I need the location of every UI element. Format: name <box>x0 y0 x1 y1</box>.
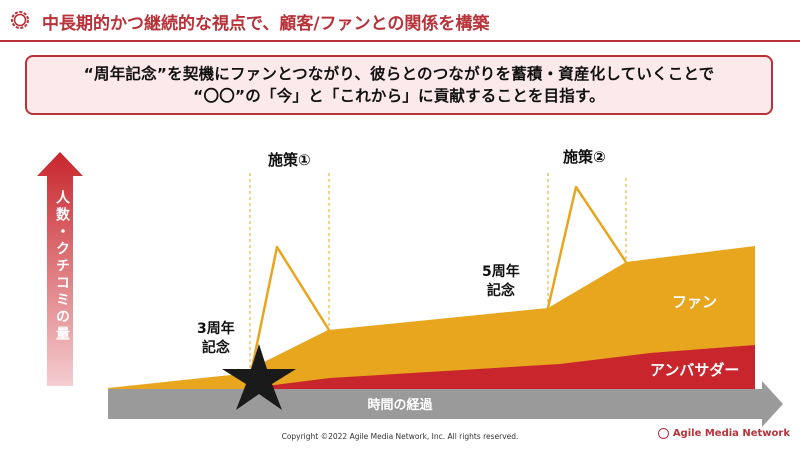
mission-callout: “周年記念”を契機にファンとつながり、彼らとのつながりを蓄積・資産化していくこと… <box>25 55 773 115</box>
anniversary5-label: 5周年 記念 <box>482 264 520 299</box>
brand-name: Agile Media Network <box>672 428 790 439</box>
ambassador-area <box>250 345 755 390</box>
measure1-spike <box>248 245 331 379</box>
anniversary3-label: 3周年 記念 <box>197 321 235 356</box>
y-axis-arrow <box>37 152 83 386</box>
copyright-text: Copyright ©2022 Agile Media Network, Inc… <box>281 432 519 441</box>
measure2-label: 施策② <box>563 148 606 166</box>
x-axis-label: 時間の経過 <box>367 398 433 413</box>
y-axis-label: 人数・クチコミの量 <box>54 190 70 343</box>
anniversary-star-icon <box>222 344 296 410</box>
callout-line-1: “周年記念”を契機にファンとつながり、彼らとのつながりを蓄積・資産化していくこと… <box>83 65 715 83</box>
page-title: 中長期的かつ継続的な視点で、顧客/ファンとの関係を構築 <box>42 14 490 34</box>
measure1-label: 施策① <box>268 151 311 169</box>
measure2-spike <box>546 185 628 309</box>
brand-logo: Agile Media Network <box>657 428 790 439</box>
slide-header: 中長期的かつ継続的な視点で、顧客/ファンとの関係を構築 <box>0 0 800 44</box>
fan-area-label: ファン <box>672 293 718 311</box>
fan-area <box>108 246 755 390</box>
ambassador-area-label: アンバサダー <box>650 361 740 379</box>
flower-badge-icon <box>11 11 29 29</box>
header-rule <box>0 40 800 42</box>
brand-dot-icon <box>657 428 669 439</box>
x-axis-arrow <box>108 381 783 427</box>
callout-line-2: “〇〇”の「今」と「これから」に貢献することを目指す。 <box>193 87 605 105</box>
